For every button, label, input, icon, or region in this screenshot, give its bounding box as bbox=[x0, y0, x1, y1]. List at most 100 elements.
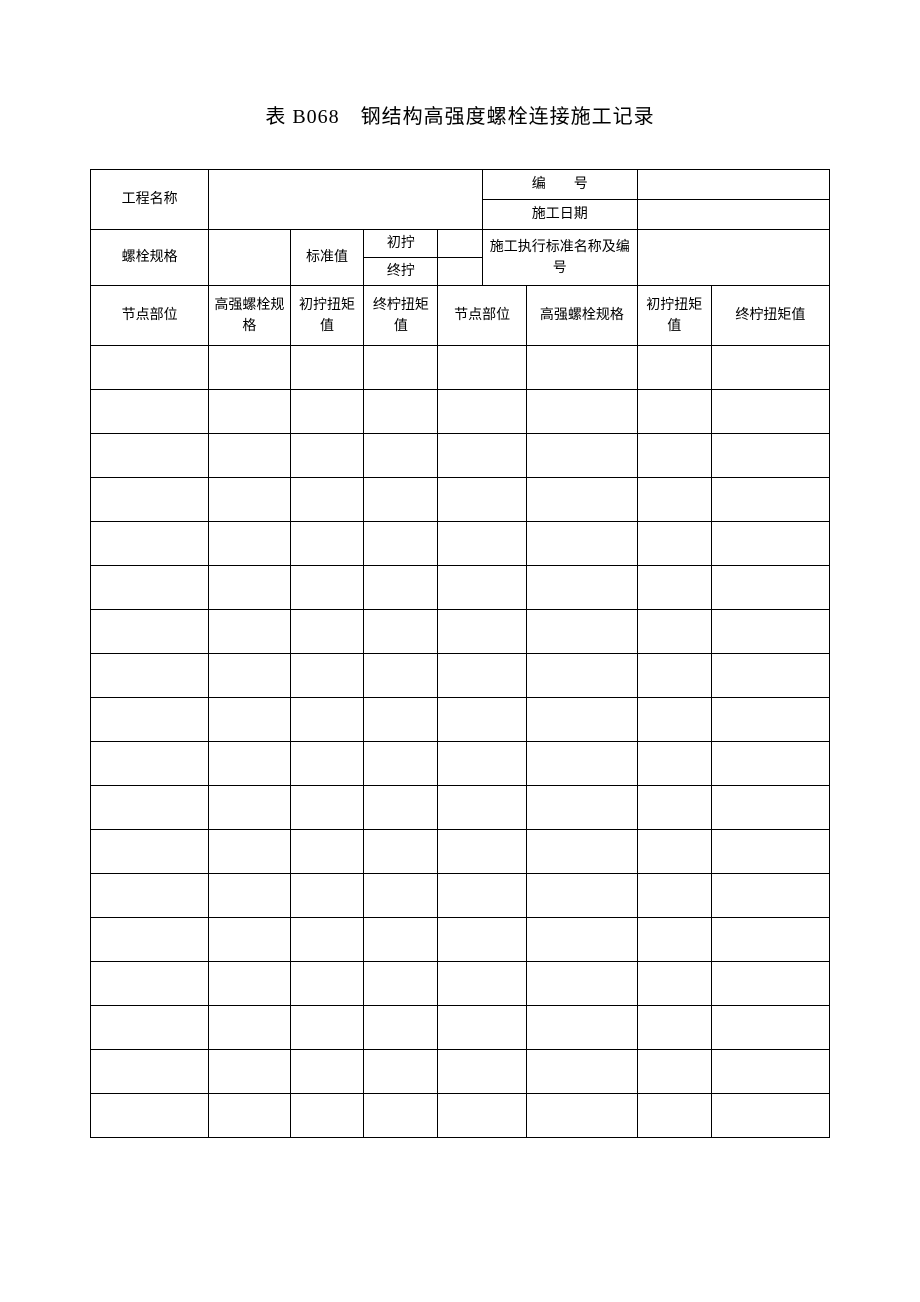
table-cell bbox=[711, 1050, 829, 1094]
table-cell bbox=[438, 1050, 527, 1094]
table-cell bbox=[290, 522, 364, 566]
table-cell bbox=[711, 522, 829, 566]
table-cell bbox=[364, 522, 438, 566]
table-cell bbox=[526, 918, 637, 962]
table-cell bbox=[91, 742, 209, 786]
table-cell bbox=[364, 434, 438, 478]
value-initial bbox=[438, 230, 482, 258]
table-cell bbox=[711, 1094, 829, 1138]
table-row bbox=[91, 874, 830, 918]
table-cell bbox=[209, 346, 290, 390]
table-cell bbox=[290, 874, 364, 918]
table-cell bbox=[711, 346, 829, 390]
table-cell bbox=[364, 610, 438, 654]
table-cell bbox=[290, 478, 364, 522]
table-cell bbox=[364, 1006, 438, 1050]
table-cell bbox=[438, 962, 527, 1006]
table-cell bbox=[364, 566, 438, 610]
table-cell bbox=[637, 962, 711, 1006]
table-cell bbox=[290, 654, 364, 698]
table-cell bbox=[91, 522, 209, 566]
table-row bbox=[91, 478, 830, 522]
table-cell bbox=[637, 390, 711, 434]
table-row bbox=[91, 522, 830, 566]
value-project-name bbox=[209, 170, 482, 230]
col-final-torque-1: 终柠扭矩值 bbox=[364, 286, 438, 346]
table-row bbox=[91, 1094, 830, 1138]
table-cell bbox=[711, 654, 829, 698]
col-final-torque-2: 终柠扭矩值 bbox=[711, 286, 829, 346]
table-row bbox=[91, 346, 830, 390]
table-cell bbox=[209, 874, 290, 918]
table-cell bbox=[438, 830, 527, 874]
col-node-position-1: 节点部位 bbox=[91, 286, 209, 346]
table-cell bbox=[290, 1006, 364, 1050]
table-cell bbox=[290, 918, 364, 962]
table-cell bbox=[438, 786, 527, 830]
label-serial: 编 号 bbox=[482, 170, 637, 200]
table-cell bbox=[91, 786, 209, 830]
table-cell bbox=[637, 1094, 711, 1138]
table-cell bbox=[637, 786, 711, 830]
table-cell bbox=[526, 830, 637, 874]
table-cell bbox=[711, 786, 829, 830]
table-cell bbox=[364, 478, 438, 522]
table-cell bbox=[290, 390, 364, 434]
table-cell bbox=[526, 1094, 637, 1138]
table-row bbox=[91, 1050, 830, 1094]
table-cell bbox=[290, 346, 364, 390]
table-cell bbox=[438, 874, 527, 918]
table-cell bbox=[711, 566, 829, 610]
table-row bbox=[91, 1006, 830, 1050]
table-cell bbox=[637, 742, 711, 786]
value-exec-standard bbox=[637, 230, 829, 286]
table-cell bbox=[526, 1050, 637, 1094]
table-cell bbox=[91, 962, 209, 1006]
table-row bbox=[91, 654, 830, 698]
table-cell bbox=[91, 698, 209, 742]
table-cell bbox=[290, 566, 364, 610]
table-cell bbox=[290, 434, 364, 478]
table-cell bbox=[290, 1050, 364, 1094]
table-row bbox=[91, 830, 830, 874]
table-cell bbox=[209, 786, 290, 830]
table-cell bbox=[637, 918, 711, 962]
table-cell bbox=[364, 698, 438, 742]
table-cell bbox=[91, 566, 209, 610]
table-cell bbox=[637, 698, 711, 742]
table-cell bbox=[91, 654, 209, 698]
table-cell bbox=[711, 962, 829, 1006]
table-cell bbox=[711, 918, 829, 962]
table-cell bbox=[364, 786, 438, 830]
table-cell bbox=[438, 742, 527, 786]
table-cell bbox=[637, 566, 711, 610]
table-cell bbox=[526, 522, 637, 566]
table-cell bbox=[438, 434, 527, 478]
table-cell bbox=[711, 830, 829, 874]
page-title: 表 B068 钢结构高强度螺栓连接施工记录 bbox=[90, 100, 830, 129]
table-cell bbox=[711, 478, 829, 522]
table-cell bbox=[209, 434, 290, 478]
table-cell bbox=[438, 566, 527, 610]
table-cell bbox=[438, 390, 527, 434]
table-cell bbox=[637, 610, 711, 654]
table-cell bbox=[290, 610, 364, 654]
table-cell bbox=[526, 390, 637, 434]
label-standard-value: 标准值 bbox=[290, 230, 364, 286]
table-cell bbox=[290, 786, 364, 830]
table-row bbox=[91, 610, 830, 654]
col-initial-torque-1: 初拧扭矩值 bbox=[290, 286, 364, 346]
label-exec-standard: 施工执行标准名称及编号 bbox=[482, 230, 637, 286]
table-cell bbox=[290, 830, 364, 874]
table-cell bbox=[209, 390, 290, 434]
table-cell bbox=[526, 874, 637, 918]
table-cell bbox=[91, 1050, 209, 1094]
table-cell bbox=[209, 830, 290, 874]
table-cell bbox=[364, 742, 438, 786]
table-cell bbox=[711, 698, 829, 742]
table-cell bbox=[526, 478, 637, 522]
table-cell bbox=[364, 346, 438, 390]
label-final: 终拧 bbox=[364, 258, 438, 286]
table-cell bbox=[637, 830, 711, 874]
table-cell bbox=[364, 962, 438, 1006]
